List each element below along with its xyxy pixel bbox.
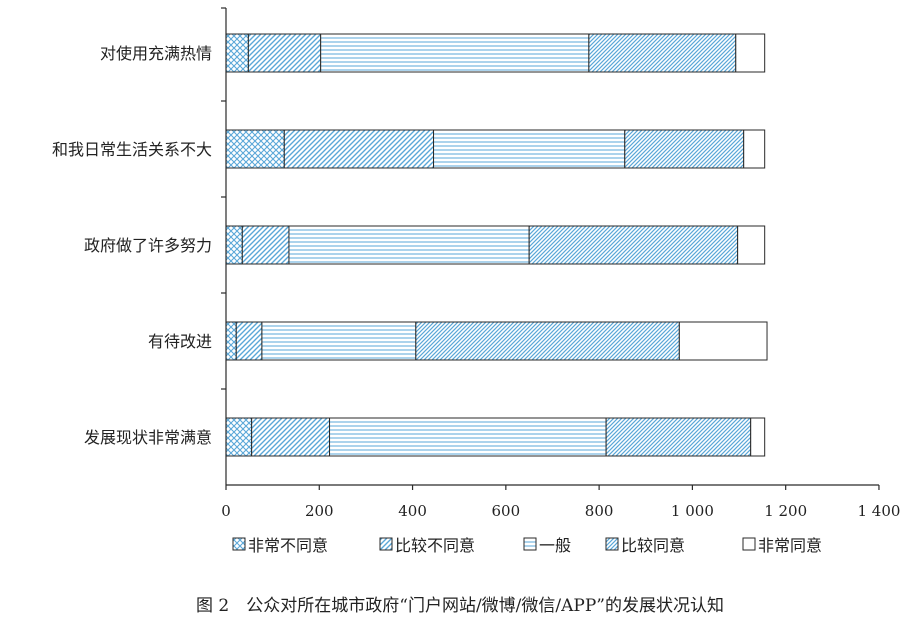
legend-label: 非常不同意 bbox=[248, 536, 328, 555]
bar-segment-2-3 bbox=[528, 225, 739, 265]
legend-swatch bbox=[742, 537, 756, 551]
x-tick-label: 400 bbox=[398, 502, 427, 520]
figure-caption: 图 2 公众对所在城市政府“门户网站/微博/微信/APP”的发展状况认知 bbox=[196, 596, 724, 616]
x-tick-label: 1 000 bbox=[671, 502, 714, 520]
bar-segment-1-1 bbox=[283, 129, 435, 169]
legend-label: 比较同意 bbox=[621, 536, 685, 555]
legend-swatch bbox=[379, 537, 393, 551]
x-tick-label: 1 400 bbox=[857, 502, 900, 520]
legend-label: 非常同意 bbox=[758, 536, 822, 555]
bar-segment-1-3 bbox=[624, 129, 745, 169]
axes-layer bbox=[221, 7, 879, 486]
bar-segment-4-4 bbox=[750, 417, 766, 457]
bar-segment-2-2 bbox=[288, 225, 530, 265]
bar-segment-0-3 bbox=[588, 33, 737, 73]
bar-segment-3-4 bbox=[678, 321, 768, 361]
bar-segment-4-2 bbox=[329, 417, 607, 457]
bar-segment-3-2 bbox=[261, 321, 417, 361]
bar-segment-4-0 bbox=[225, 417, 253, 457]
legend-swatch bbox=[232, 537, 246, 551]
legend-swatch bbox=[605, 537, 619, 551]
bar-segment-0-1 bbox=[247, 33, 322, 73]
bar-segment-0-4 bbox=[735, 33, 766, 73]
bar-segment-1-0 bbox=[225, 129, 285, 169]
category-label: 和我日常生活关系不大 bbox=[52, 140, 212, 159]
bars-layer bbox=[225, 33, 768, 457]
x-tick-label: 200 bbox=[305, 502, 334, 520]
x-tick-label: 1 200 bbox=[764, 502, 807, 520]
bar-segment-0-0 bbox=[225, 33, 249, 73]
x-tick-label: 600 bbox=[492, 502, 521, 520]
bar-segment-3-0 bbox=[225, 321, 237, 361]
bar-segment-0-2 bbox=[320, 33, 590, 73]
bar-segment-4-1 bbox=[251, 417, 331, 457]
bar-segment-2-0 bbox=[225, 225, 243, 265]
x-tick-label: 800 bbox=[585, 502, 614, 520]
x-axis-ticks: 0 200 400 600 800 1 000 1 200 1 400 bbox=[221, 485, 900, 520]
category-label: 有待改进 bbox=[148, 332, 212, 351]
category-label: 发展现状非常满意 bbox=[84, 428, 212, 447]
legend-label: 比较不同意 bbox=[395, 536, 475, 555]
category-label: 对使用充满热情 bbox=[100, 44, 212, 63]
category-label: 政府做了许多努力 bbox=[84, 236, 212, 255]
bar-segment-2-4 bbox=[737, 225, 766, 265]
bar-segment-3-1 bbox=[235, 321, 263, 361]
legend-swatch bbox=[523, 537, 537, 551]
legend-label: 一般 bbox=[539, 536, 571, 555]
bar-segment-1-2 bbox=[433, 129, 626, 169]
x-tick-label: 0 bbox=[221, 502, 231, 520]
bar-segment-1-4 bbox=[743, 129, 766, 169]
legend: 非常不同意 比较不同意 一般 比较同意 非常同意 bbox=[232, 536, 822, 555]
bar-segment-3-3 bbox=[415, 321, 680, 361]
bar-segment-4-3 bbox=[605, 417, 752, 457]
bar-segment-2-1 bbox=[241, 225, 290, 265]
